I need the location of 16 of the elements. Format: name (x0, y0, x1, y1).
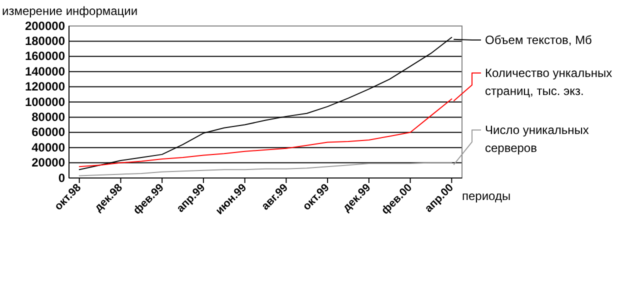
y-tick-label: 120000 (24, 80, 66, 94)
y-tick-label: 180000 (24, 34, 66, 48)
y-tick-label: 160000 (24, 49, 66, 64)
legend-label: Объем текстов, Мб (485, 33, 592, 47)
y-tick-label: 80000 (32, 110, 66, 124)
y-tick-label: 140000 (24, 64, 66, 78)
y-tick-label: 40000 (32, 140, 66, 154)
y-tick-label: 100000 (24, 94, 66, 109)
text: Число уникальных серверов (485, 123, 589, 155)
legend-label: Количество ункальных страниц, тыс. экз. (485, 66, 612, 98)
y-tick-label: 0 (58, 170, 66, 185)
y-tick-label: 60000 (32, 125, 66, 140)
y-axis-title: измерение информации (2, 4, 138, 18)
y-tick-label: 20000 (32, 156, 66, 170)
x-axis-title: периоды (462, 189, 511, 203)
y-tick-label: 200000 (24, 18, 66, 33)
